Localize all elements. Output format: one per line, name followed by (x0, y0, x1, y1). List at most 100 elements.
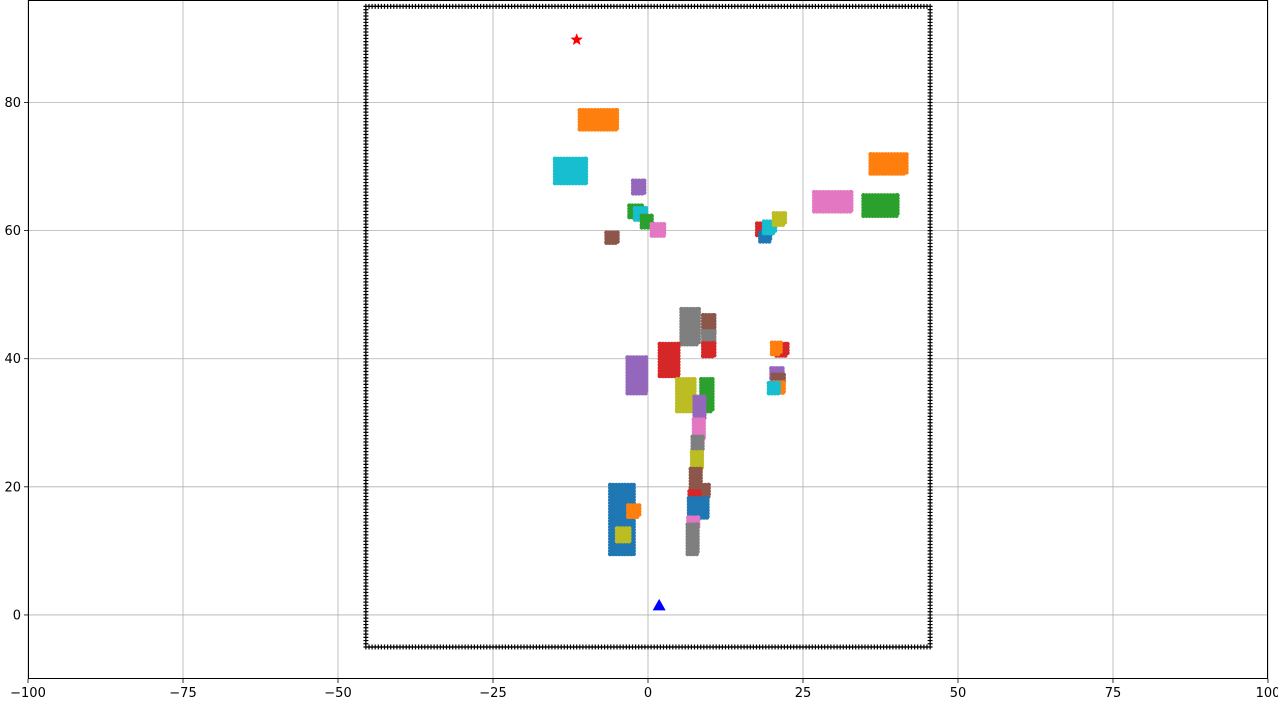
obstacle-body (610, 484, 634, 555)
x-tick-label: 100 (1256, 686, 1278, 701)
obstacle-cluster (766, 380, 782, 396)
obstacle-point (781, 389, 786, 394)
obstacle-body (641, 215, 652, 228)
obstacle-body (659, 343, 679, 377)
plot-frame (28, 0, 1268, 679)
obstacle-cluster (604, 230, 620, 245)
obstacle-cluster (688, 466, 703, 491)
obstacle-point (649, 230, 654, 236)
obstacle-point (811, 207, 817, 213)
obstacle-point (772, 228, 778, 233)
obstacle-body (681, 309, 699, 345)
obstacle-body (627, 357, 647, 394)
obstacle-point (614, 538, 620, 543)
boundary-point (927, 7, 933, 13)
obstacle-point (674, 407, 680, 412)
obstacle-cluster (625, 355, 649, 396)
obstacle-point (583, 180, 589, 186)
obstacle-cluster (657, 341, 681, 379)
obstacle-point (766, 389, 772, 395)
obstacle-body (693, 419, 704, 439)
obstacle-point (868, 170, 873, 175)
y-tick-label: 80 (4, 96, 21, 111)
obstacle-point (700, 446, 705, 452)
obstacle-point (625, 512, 631, 517)
obstacle-body (692, 452, 702, 469)
obstacle-cluster (577, 107, 620, 132)
axis-ticks: −100 −75 −50 −25 0 25 50 75 100 0 20 40 60 80 (4, 96, 1278, 701)
obstacle-point (776, 389, 782, 395)
obstacle-cluster (700, 341, 717, 359)
obstacle-body (703, 343, 715, 357)
obstacle-cluster (811, 189, 854, 214)
obstacle-cluster (868, 152, 909, 176)
obstacle-point (761, 228, 767, 233)
obstacle-point (712, 353, 717, 358)
obstacle-cluster (685, 522, 700, 557)
obstacle-cluster (679, 306, 702, 347)
obstacle-cluster (607, 482, 636, 557)
obstacle-body (677, 379, 695, 412)
obstacle-body (814, 192, 852, 212)
obstacle-cluster (649, 221, 667, 238)
x-tick-label: −25 (479, 686, 506, 701)
obstacle-point (861, 211, 866, 216)
obstacle-cluster (690, 434, 705, 452)
obstacle-point (661, 230, 667, 236)
goal-star (570, 33, 583, 45)
obstacle-point (754, 230, 760, 235)
obstacle-point (642, 190, 647, 195)
obstacle-body (694, 396, 705, 420)
obstacle-point (625, 388, 630, 393)
obstacle-point (771, 220, 777, 225)
obstacle-point (639, 222, 644, 228)
obstacle-point (895, 211, 900, 216)
start-triangle (652, 598, 666, 611)
obstacle-clusters (552, 107, 909, 557)
obstacle-cluster (552, 156, 589, 186)
obstacle-body (687, 524, 698, 555)
y-tick-label: 0 (13, 608, 21, 623)
obstacle-point (607, 551, 613, 557)
obstacle-body (617, 528, 630, 542)
obstacle-point (706, 491, 711, 497)
boundary-markers (363, 3, 933, 650)
y-tick-label: 60 (4, 224, 21, 239)
obstacle-cluster (686, 496, 710, 520)
obstacle-point (695, 549, 700, 554)
obstacle-body (633, 180, 645, 194)
obstacle-point (552, 180, 558, 186)
obstacle-point (614, 125, 620, 131)
y-tick-label: 20 (4, 480, 21, 495)
obstacle-body (555, 158, 586, 184)
obstacle-point (685, 549, 690, 554)
obstacle-cluster (769, 340, 783, 357)
obstacle-point (782, 220, 788, 225)
x-tick-label: 0 (644, 686, 652, 701)
obstacle-point (696, 339, 702, 345)
x-tick-label: −100 (10, 686, 46, 701)
obstacle-point (630, 190, 636, 195)
obstacle-point (758, 236, 763, 241)
obstacle-cluster (639, 213, 654, 230)
obstacle-point (785, 350, 790, 356)
obstacle-point (604, 239, 609, 244)
obstacle-point (688, 484, 693, 490)
y-tick-label: 40 (4, 352, 21, 367)
obstacle-point (769, 349, 775, 354)
x-tick-label: 75 (1105, 686, 1122, 701)
obstacle-point (705, 514, 710, 519)
obstacle-point (631, 551, 636, 557)
obstacle-body (863, 195, 898, 216)
obstacle-point (627, 212, 632, 217)
obstacle-point (577, 125, 582, 131)
obstacle-body (579, 110, 617, 130)
x-tick-label: 25 (795, 686, 812, 701)
obstacle-point (657, 371, 662, 377)
obstacle-body (628, 505, 640, 517)
obstacle-point (627, 538, 632, 543)
obstacle-point (643, 388, 649, 393)
obstacle-body (651, 224, 665, 236)
x-tick-label: −50 (324, 686, 351, 701)
